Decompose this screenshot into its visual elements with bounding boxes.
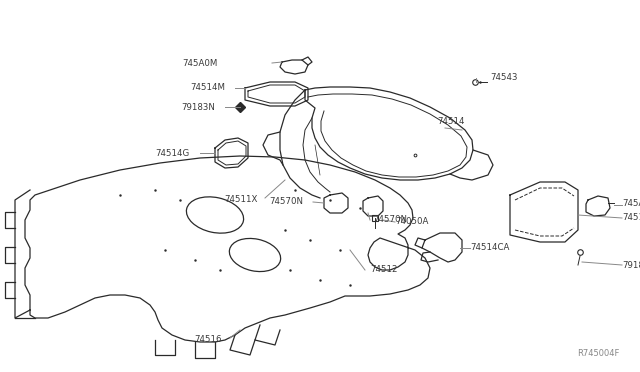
Text: 79183N: 79183N (181, 103, 215, 112)
Text: 79183NA: 79183NA (622, 260, 640, 269)
Text: 74511X: 74511X (225, 196, 258, 205)
Text: 745A1N: 745A1N (622, 199, 640, 208)
Text: 74514N: 74514N (622, 214, 640, 222)
Text: 74514CA: 74514CA (470, 244, 509, 253)
Text: 745A0M: 745A0M (182, 58, 218, 67)
Text: R745004F: R745004F (578, 349, 620, 358)
Text: 74050A: 74050A (395, 218, 428, 227)
Text: 74514G: 74514G (156, 148, 190, 157)
Text: 74516: 74516 (195, 336, 222, 344)
Text: 74543: 74543 (490, 74, 518, 83)
Text: 74514: 74514 (437, 118, 465, 126)
Text: 74570N: 74570N (373, 215, 407, 224)
Text: 74512: 74512 (370, 266, 397, 275)
Text: 74570N: 74570N (269, 198, 303, 206)
Text: 74514M: 74514M (190, 83, 225, 93)
